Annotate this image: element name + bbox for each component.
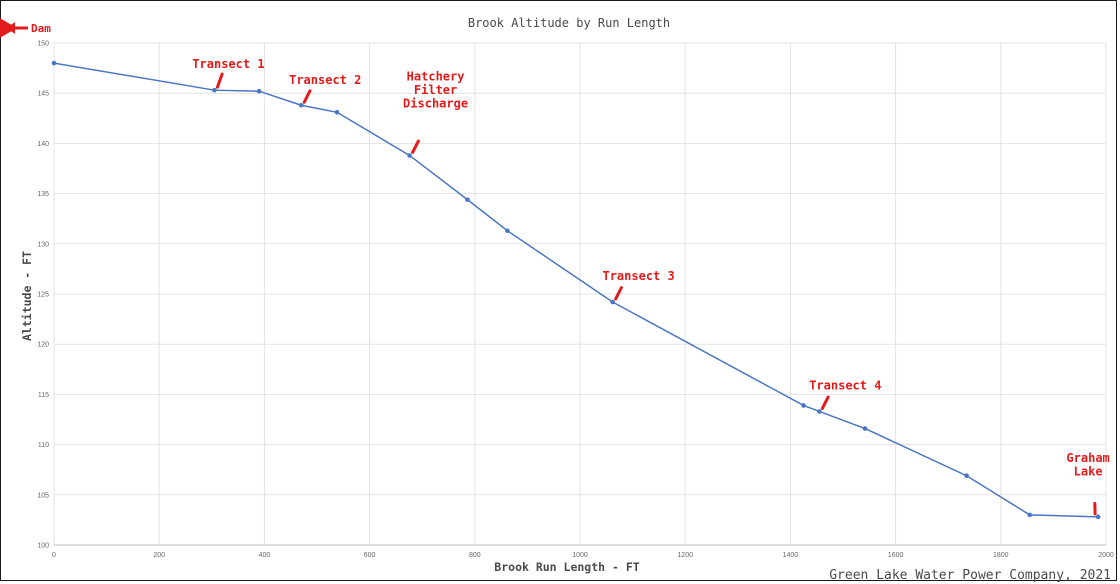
x-tick-labels: 0 200 400 600 800 1000 1200 1400 1600 1800 2000 — [52, 552, 1114, 559]
y-tick-label: 110 — [38, 442, 49, 449]
data-point — [298, 102, 304, 108]
series-line — [53, 62, 1099, 518]
y-tick-labels: 100 105 110 115 120 125 130 135 140 145 150 — [37, 41, 49, 550]
chart-title: Brook Altitude by Run Length — [468, 16, 670, 30]
x-tick-label: 1400 — [783, 552, 799, 559]
grid — [53, 42, 1107, 546]
x-tick-label: 1000 — [572, 552, 588, 559]
annotation-pointer — [215, 72, 224, 89]
annotation-label: Transect 1 — [192, 57, 264, 71]
x-tick-label: 2000 — [1098, 552, 1114, 559]
annotation-line: Lake — [1074, 464, 1103, 478]
data-point — [817, 409, 822, 414]
x-tick-label: 1600 — [888, 552, 904, 559]
data-point — [862, 426, 868, 431]
x-tick-label: 800 — [469, 552, 481, 559]
x-tick-label: 0 — [52, 552, 56, 559]
annotation-pointer — [411, 139, 420, 154]
annotation-label: Transect 3 — [602, 269, 674, 283]
y-tick-label: 125 — [37, 292, 49, 299]
credit-text: Green Lake Water Power Company, 2021 — [829, 568, 1111, 583]
data-point — [801, 403, 806, 408]
data-point — [505, 228, 510, 234]
series-layer — [51, 60, 1101, 520]
y-tick-label: 115 — [38, 392, 49, 399]
y-tick-label: 135 — [37, 191, 49, 198]
y-tick-label: 130 — [37, 241, 49, 248]
data-point — [610, 299, 615, 305]
data-point — [212, 87, 217, 93]
data-point — [1095, 514, 1101, 520]
x-axis-title: Brook Run Length - FT — [494, 560, 639, 574]
annotation-pointer — [614, 286, 623, 301]
x-tick-label: 600 — [364, 552, 376, 559]
y-tick-label: 120 — [37, 342, 49, 349]
annotations-layer: Transect 1 Transect 2 Hatchery Filter Discha… — [192, 57, 1110, 516]
x-tick-label: 400 — [259, 552, 271, 559]
y-axis-title: Altitude - FT — [20, 251, 34, 341]
annotation-pointer — [302, 89, 312, 104]
data-point — [51, 60, 57, 66]
annotation-label: Graham Lake — [1066, 451, 1109, 479]
y-tick-label: 100 — [37, 543, 49, 550]
y-tick-label: 145 — [37, 91, 49, 98]
x-tick-label: 200 — [153, 552, 165, 559]
annotation-label: Transect 4 — [809, 378, 881, 392]
annotation-line: Transect 2 — [289, 73, 361, 87]
x-tick-label: 1200 — [677, 552, 693, 559]
annotation-pointer — [820, 395, 830, 410]
data-point — [407, 153, 412, 158]
data-point — [1027, 512, 1033, 518]
data-point — [256, 88, 262, 94]
annotation-line: Transect 3 — [602, 269, 674, 283]
annotation-line: Discharge — [403, 96, 468, 110]
annotation-line: Transect 1 — [192, 57, 264, 71]
y-tick-label: 140 — [37, 141, 49, 148]
dam-arrow-icon — [0, 16, 28, 40]
data-point — [334, 109, 340, 115]
annotation-line: Transect 4 — [809, 378, 881, 392]
data-point — [964, 473, 969, 479]
annotation-label: Transect 2 — [289, 73, 361, 87]
annotation-line: Filter — [414, 83, 457, 97]
x-tick-label: 1800 — [993, 552, 1009, 559]
annotation-line: Hatchery — [407, 69, 465, 83]
annotation-line: Graham — [1066, 451, 1109, 465]
y-tick-label: 105 — [37, 492, 49, 499]
dam-label: Dam — [31, 22, 51, 35]
data-point — [465, 197, 470, 202]
y-tick-label: 150 — [37, 41, 49, 48]
annotation-label: Hatchery Filter Discharge — [403, 69, 468, 110]
